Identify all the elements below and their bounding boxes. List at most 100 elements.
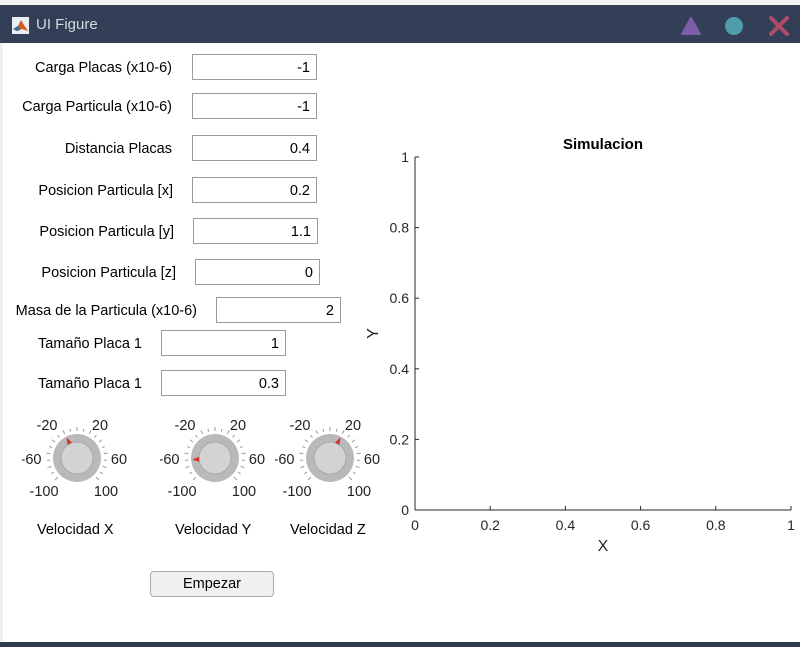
posicion-z-field[interactable]: 0	[195, 259, 320, 285]
y-axis-label: Y	[365, 328, 382, 339]
velocidad-y-label: Velocidad Y	[175, 522, 252, 538]
x-axis-label: X	[598, 538, 609, 555]
knob-tick	[95, 476, 100, 481]
velocidad-x-label: Velocidad X	[37, 522, 114, 538]
knob-tick	[304, 439, 309, 443]
knob-tick	[237, 471, 241, 475]
window-left-edge	[0, 43, 3, 642]
knob-tick-label: 20	[345, 418, 361, 434]
knob-tick	[232, 434, 235, 438]
knob-tick	[54, 476, 59, 481]
knob-tick	[341, 430, 345, 435]
knob-tick	[322, 428, 325, 432]
window-top-edge	[0, 0, 800, 5]
masa-field[interactable]: 2	[216, 297, 341, 323]
tamano-placa-1-label: Tamaño Placa 1	[38, 336, 142, 352]
knob-tick	[47, 465, 52, 469]
masa-label: Masa de la Particula (x10-6)	[15, 303, 197, 319]
posicion-z-label: Posicion Particula [z]	[41, 265, 176, 281]
knob-tick	[51, 439, 56, 443]
x-tick-label: 1	[787, 517, 795, 533]
close-icon[interactable]	[769, 16, 789, 36]
knob-tick	[220, 428, 223, 432]
tamano-placa-1-field[interactable]: 1	[161, 330, 286, 356]
knob-tick	[185, 465, 190, 469]
y-tick-label: 1	[401, 149, 409, 165]
knob-tick	[304, 471, 308, 475]
tamano-placa-1b-field[interactable]: 0.3	[161, 370, 286, 396]
knob-tick-label: -60	[275, 452, 294, 468]
posicion-y-field[interactable]: 1.1	[193, 218, 318, 244]
knob-tick-label: 100	[94, 484, 118, 498]
knob-tick	[351, 439, 356, 443]
posicion-x-field[interactable]: 0.2	[192, 177, 317, 203]
x-tick-label: 0.6	[631, 517, 651, 533]
knob-tick	[51, 471, 55, 475]
knob-tick	[335, 428, 338, 432]
circle-icon[interactable]	[724, 16, 744, 36]
knob-tick	[49, 446, 53, 449]
velocidad-x-knob[interactable]: -20 20 -60 60 -100 100	[22, 418, 132, 498]
knob-tick	[299, 452, 304, 455]
x-tick-label: 0	[411, 517, 419, 533]
distancia-placas-label: Distancia Placas	[64, 141, 172, 157]
distancia-placas-field[interactable]: 0.4	[192, 135, 317, 161]
knob-tick	[348, 476, 353, 481]
knob-tick	[226, 430, 230, 435]
knob-tick-label: 60	[249, 452, 265, 468]
knob-tick	[101, 446, 105, 449]
simulation-axes[interactable]: 0 0.2 0.4 0.6 0.8 1 0 0.2 0.4 0.6 0.8 1 Simulacion X Y	[360, 130, 800, 560]
knob-indicator	[192, 456, 200, 462]
knob-tick	[82, 428, 85, 432]
y-tick-label: 0.8	[390, 220, 410, 236]
knob-tick	[200, 430, 204, 435]
triangle-icon[interactable]	[681, 16, 701, 36]
carga-placas-label: Carga Placas (x10-6)	[35, 60, 172, 76]
title-bar[interactable]: UI Figure	[0, 5, 800, 43]
knob-tick	[195, 434, 198, 438]
knob-tick	[184, 452, 189, 455]
carga-placas-field[interactable]: -1	[192, 54, 317, 80]
knob-tick	[189, 439, 194, 443]
knob-tick	[239, 446, 243, 449]
knob-tick	[46, 452, 51, 455]
knob-tick	[307, 476, 312, 481]
knob-cap	[313, 441, 347, 475]
chart-title: Simulacion	[563, 136, 643, 153]
knob-tick	[352, 471, 356, 475]
knob-tick-label: 60	[111, 452, 127, 468]
knob-tick	[240, 465, 245, 469]
y-tick-label: 0	[401, 502, 409, 518]
empezar-button[interactable]: Empezar	[150, 571, 274, 597]
carga-particula-field[interactable]: -1	[192, 93, 317, 119]
knob-tick-label: 60	[364, 452, 380, 468]
knob-tick-label: -20	[37, 418, 58, 434]
knob-tick	[189, 471, 193, 475]
knob-tick	[347, 434, 350, 438]
knob-cap	[60, 441, 94, 475]
knob-tick-label: 100	[232, 484, 256, 498]
knob-tick	[302, 446, 306, 449]
knob-tick-label: -20	[175, 418, 196, 434]
knob-tick	[69, 428, 72, 432]
y-tick-label: 0.4	[390, 361, 410, 377]
velocidad-z-knob[interactable]: -20 20 -60 60 -100 100	[275, 418, 385, 498]
knob-tick	[354, 446, 358, 449]
knob-tick-label: -100	[282, 484, 311, 498]
velocidad-y-knob[interactable]: -20 20 -60 60 -100 100	[160, 418, 270, 498]
knob-tick	[103, 452, 108, 455]
knob-indicator	[335, 437, 341, 445]
knob-tick	[356, 452, 361, 455]
knob-tick-label: -60	[22, 452, 41, 468]
knob-tick	[57, 434, 60, 438]
knob-tick	[98, 439, 103, 443]
knob-tick-label: -100	[167, 484, 196, 498]
knob-tick-label: -100	[29, 484, 58, 498]
y-tick-label: 0.2	[390, 431, 410, 447]
knob-tick	[315, 430, 319, 435]
window-bottom-edge	[0, 642, 800, 647]
knob-tick	[62, 430, 66, 435]
window-title: UI Figure	[36, 16, 98, 33]
knob-tick	[310, 434, 313, 438]
knob-tick	[233, 476, 238, 481]
